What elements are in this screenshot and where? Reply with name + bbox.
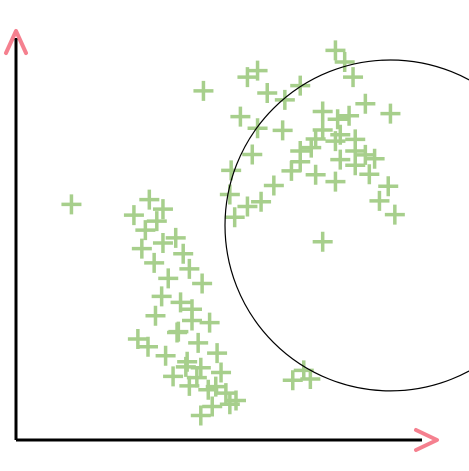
data-point-s1-18 [355,145,375,165]
data-point-s1-25 [290,141,310,161]
data-point-s1-5 [193,81,213,101]
data-point-s2-17 [152,286,172,306]
data-point-s2-11 [158,268,178,288]
data-point-s1-44 [221,160,241,180]
data-point-s2-21 [207,343,227,363]
data-point-s1-49 [283,370,303,390]
data-point-s1-33 [380,104,400,124]
data-point-s2-32 [191,405,211,425]
data-point-s2-6 [153,233,173,253]
data-point-s1-45 [61,194,81,214]
data-point-s1-46 [313,232,333,252]
data-point-s1-43 [264,175,284,195]
data-point-s2-10 [132,239,152,259]
data-point-s1-1 [385,205,405,225]
data-point-s2-16 [200,313,220,333]
data-point-s1-7 [290,76,310,96]
data-points [61,40,404,425]
data-point-s1-24 [281,161,301,181]
data-point-s1-31 [257,83,277,103]
data-point-s2-39 [167,323,187,343]
data-point-s1-19 [306,165,326,185]
data-point-s2-3 [124,205,144,225]
data-point-s1-41 [225,207,245,227]
data-point-s1-10 [355,94,375,114]
data-point-s2-18 [145,306,165,326]
data-point-s2-20 [188,333,208,353]
data-point-s2-35 [156,346,176,366]
data-point-s1-28 [273,120,293,140]
data-point-s2-9 [144,253,164,273]
highlight-circle [225,60,469,391]
data-point-s1-3 [325,40,345,60]
data-point-s1-29 [339,106,359,126]
data-point-s1-27 [345,129,365,149]
data-point-s1-17 [369,191,389,211]
data-point-s1-36 [230,107,250,127]
data-point-s1-34 [378,176,398,196]
data-point-s2-1 [139,190,159,210]
data-point-s1-35 [248,118,268,138]
data-point-s1-42 [251,192,271,212]
data-point-s1-40 [237,197,257,217]
data-point-s2-25 [163,366,183,386]
data-point-s2-5 [135,220,155,240]
data-point-s1-38 [242,144,262,164]
data-point-s1-23 [325,172,345,192]
annotations-group [225,60,469,391]
data-point-s2-40 [182,310,202,330]
data-point-s2-13 [192,273,212,293]
data-point-s2-30 [202,396,222,416]
data-point-s2-36 [176,357,196,377]
